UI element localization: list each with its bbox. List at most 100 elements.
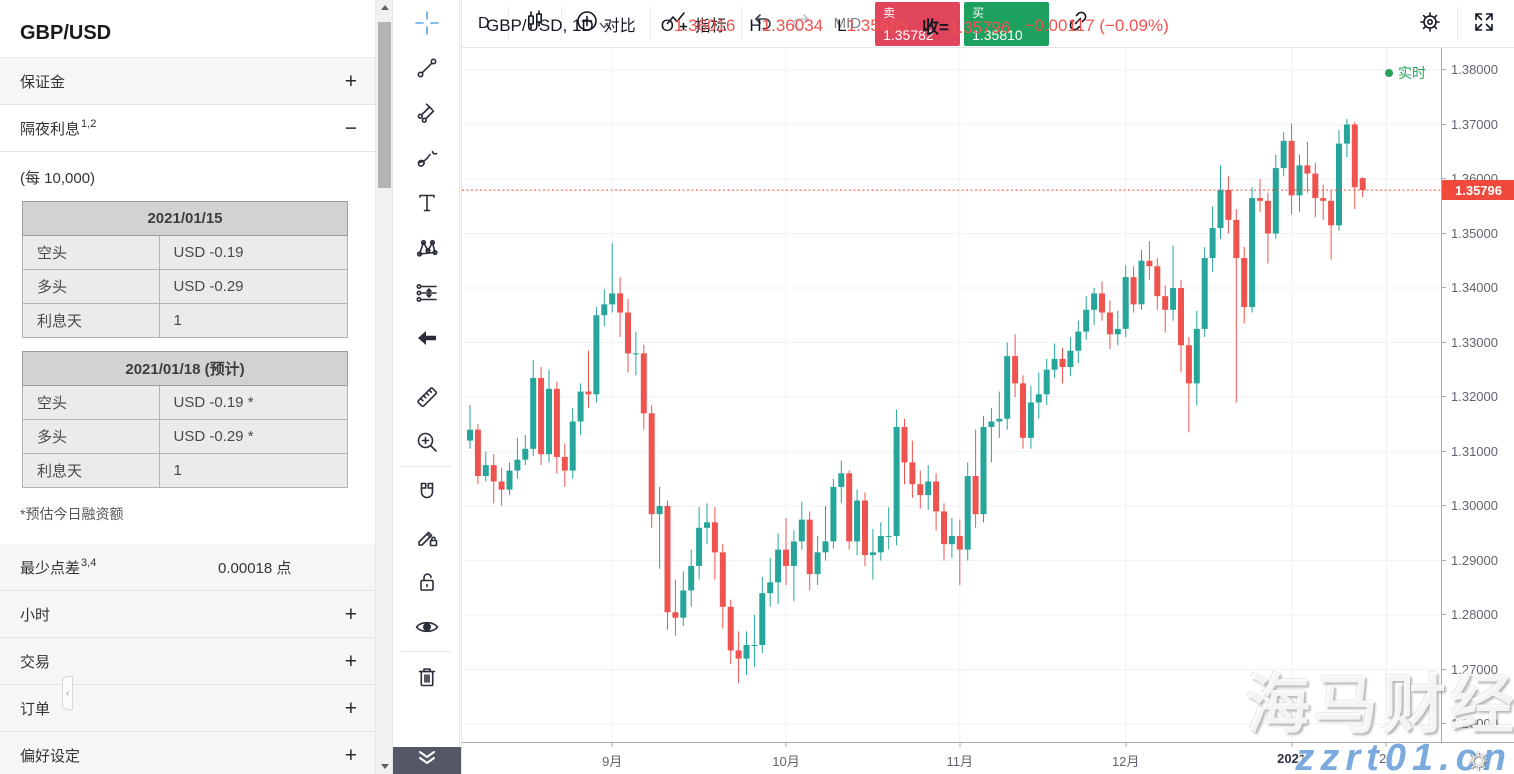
table-row: 空头 USD -0.19	[22, 235, 348, 270]
expand-plus-icon[interactable]: +	[344, 602, 357, 626]
section-小时[interactable]: 小时 +	[0, 591, 375, 638]
scroll-up-arrow-icon[interactable]	[376, 0, 393, 16]
mid-price-label: MID	[833, 15, 862, 32]
section-overnight-label: 隔夜利息1,2	[20, 117, 97, 138]
toolbar-separator	[649, 5, 651, 42]
crosshair-icon	[414, 10, 440, 36]
section-label: 小时	[20, 606, 51, 624]
scrollbar-thumb[interactable]	[378, 22, 391, 188]
undo-icon	[752, 10, 774, 37]
section-label: 订单	[20, 700, 51, 718]
arrow-marker-tool[interactable]	[393, 315, 461, 360]
fullscreen-button[interactable]	[1460, 10, 1508, 39]
text-tool-icon	[415, 191, 439, 215]
pitchfork-icon	[415, 101, 439, 125]
table-row: 多头 USD -0.29 *	[22, 419, 348, 454]
hide-all-icon	[414, 614, 440, 640]
candlestick-chart[interactable]	[462, 48, 1443, 742]
time-tick-label: 2021	[1277, 751, 1307, 766]
redo-button[interactable]	[782, 10, 820, 37]
indicators-button[interactable]: 指标	[653, 9, 739, 38]
magnet-tool[interactable]	[393, 469, 461, 514]
text-tool-tool[interactable]	[393, 180, 461, 225]
xabcd-pattern-icon	[415, 236, 439, 260]
section-订单[interactable]: 订单 +	[0, 685, 375, 732]
panel-scrollbar[interactable]	[375, 0, 392, 774]
table-row: 多头 USD -0.29	[22, 269, 348, 304]
long-position-tool[interactable]	[393, 270, 461, 315]
sell-button[interactable]: 卖 1.35782	[875, 1, 961, 46]
toolbar-collapse-handle[interactable]: ‹	[62, 676, 73, 710]
settings-button[interactable]	[1405, 9, 1455, 40]
trash-tool[interactable]	[393, 654, 461, 699]
hide-all-tool[interactable]	[393, 604, 461, 649]
min-spread-row: 最少点差3,4 0.00018 点	[0, 544, 375, 591]
toolbar-separator	[507, 5, 509, 42]
buy-label: 买	[972, 5, 985, 20]
undo-button[interactable]	[744, 10, 782, 37]
lock-all-icon	[415, 570, 439, 594]
compare-plus-icon	[576, 10, 598, 37]
symbol-interval-selector[interactable]: GBP/USD, 1D	[486, 16, 609, 36]
interval-button[interactable]: D	[478, 14, 490, 32]
scroll-down-arrow-icon[interactable]	[376, 758, 393, 774]
overnight-interest-content: (每 10,000) 2021/01/15 空头 USD -0.19 多头 USD -0…	[0, 152, 375, 544]
row-label: 利息天	[22, 453, 160, 488]
low-value: L1.35665	[837, 15, 909, 35]
collapse-minus-icon[interactable]: −	[344, 116, 357, 140]
row-value: 1	[158, 453, 348, 488]
section-交易[interactable]: 交易 +	[0, 638, 375, 685]
row-label: 多头	[22, 269, 160, 304]
instrument-title: GBP/USD	[0, 0, 375, 58]
expand-plus-icon[interactable]: +	[344, 69, 357, 93]
realtime-dot-icon	[1385, 69, 1393, 77]
toolbar-separator	[740, 5, 742, 42]
row-label: 空头	[22, 385, 160, 420]
pitchfork-tool[interactable]	[393, 90, 461, 135]
chevron-left-icon: ‹	[65, 687, 70, 699]
collapsed-sections: 小时 + 交易 + 订单 + 偏好设定 +	[0, 591, 375, 774]
buy-button[interactable]: 买 1.35810	[964, 1, 1050, 46]
section-label: 偏好设定	[20, 747, 81, 765]
ruler-icon	[414, 384, 440, 410]
sell-price: 1.35782	[883, 26, 934, 43]
time-axis[interactable]: 9月 10月 11月 12月 2021 20	[462, 742, 1514, 774]
indicators-zigzag-icon	[665, 9, 689, 38]
section-overnight-interest[interactable]: 隔夜利息1,2 −	[0, 105, 375, 152]
chevron-down-icon	[599, 22, 609, 29]
section-label: 交易	[20, 653, 51, 671]
chart-region: D 对比 指标 MID 卖 1.35782 买 1.35810 GBP/USD,…	[461, 0, 1514, 774]
lock-all-tool[interactable]	[393, 559, 461, 604]
rate-table-date: 2021/01/15	[22, 201, 348, 236]
table-row: 利息天 1	[22, 453, 348, 488]
link-order-button[interactable]	[1053, 8, 1103, 39]
brush-tool[interactable]	[393, 135, 461, 180]
time-tick-mark	[1385, 743, 1387, 747]
drawing-toolbar	[392, 0, 461, 774]
trend-line-tool[interactable]	[393, 45, 461, 90]
redo-icon	[790, 10, 812, 37]
section-偏好设定[interactable]: 偏好设定 +	[0, 732, 375, 774]
zoom-in-tool[interactable]	[393, 419, 461, 464]
expand-plus-icon[interactable]: +	[344, 696, 357, 720]
chart-plot[interactable]	[462, 48, 1443, 742]
ruler-tool[interactable]	[393, 374, 461, 419]
expand-plus-icon[interactable]: +	[344, 743, 357, 767]
compare-button[interactable]: 对比	[564, 10, 648, 37]
drawing-edit-lock-tool[interactable]	[393, 514, 461, 559]
long-position-icon	[415, 281, 439, 305]
section-margin[interactable]: 保证金 +	[0, 58, 375, 105]
buy-price: 1.35810	[972, 26, 1023, 43]
crosshair-tool[interactable]	[393, 0, 461, 45]
price-axis[interactable]: 1.38000 1.37000 1.36000 1.35000 1.34000 1.330…	[1441, 48, 1514, 742]
footnote-ref: 3,4	[81, 556, 97, 569]
last-price-badge: 1.35796	[1442, 180, 1514, 201]
sell-label: 卖	[883, 5, 896, 20]
chart-style-button[interactable]	[511, 9, 559, 38]
hide-toolbar-button[interactable]	[393, 747, 461, 774]
chart-top-toolbar: D 对比 指标 MID 卖 1.35782 买 1.35810	[462, 0, 1514, 48]
time-tick-mark	[1125, 743, 1127, 747]
xabcd-pattern-tool[interactable]	[393, 225, 461, 270]
expand-plus-icon[interactable]: +	[344, 649, 357, 673]
